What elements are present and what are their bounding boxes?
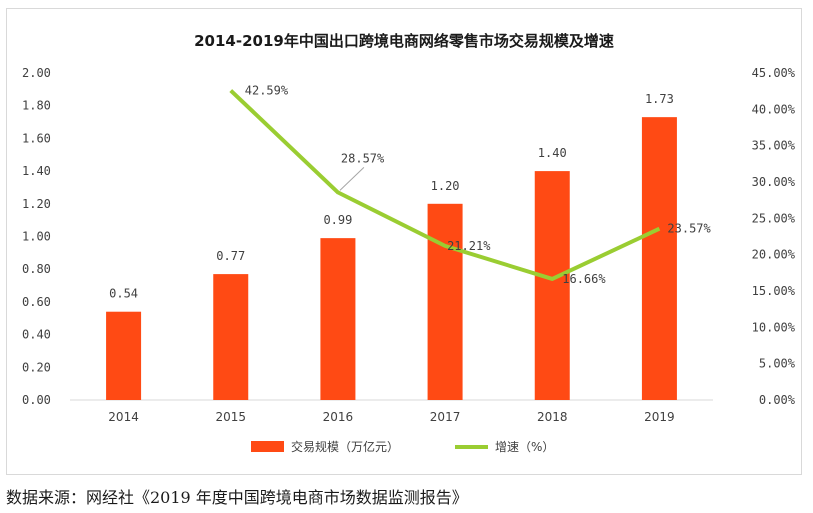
bar-data-label: 1.20	[431, 179, 460, 193]
bar	[427, 203, 463, 400]
y-left-tick-label: 0.20	[22, 360, 51, 374]
bar	[534, 171, 570, 400]
line-data-label: 23.57%	[667, 222, 711, 236]
legend-bar-label: 交易规模（万亿元）	[291, 439, 399, 454]
y-left-tick-label: 1.20	[22, 197, 51, 211]
bar-data-label: 0.54	[109, 287, 138, 301]
y-left-tick-label: 2.00	[22, 66, 51, 80]
source-note: 数据来源：网经社《2019 年度中国跨境电商市场数据监测报告》	[6, 488, 468, 507]
bar-data-label: 0.99	[323, 213, 352, 227]
y-left-tick-label: 1.40	[22, 164, 51, 178]
y-right-tick-label: 15.00%	[752, 284, 796, 298]
chart-title: 2014-2019年中国出口跨境电商网络零售市场交易规模及增速	[194, 32, 614, 50]
bar-data-label: 0.77	[216, 249, 245, 263]
bar	[641, 117, 677, 401]
chart: 2014-2019年中国出口跨境电商网络零售市场交易规模及增速 0.00 0.20…	[22, 32, 796, 454]
x-tick-label: 2016	[323, 410, 354, 424]
y-right-tick-label: 30.00%	[752, 175, 796, 189]
x-tick-label: 2019	[644, 410, 675, 424]
y-right-tick-label: 5.00%	[759, 357, 796, 371]
legend-bar-swatch	[251, 441, 284, 452]
y-left-tick-label: 1.80	[22, 99, 51, 113]
bar	[213, 274, 249, 400]
x-tick-label: 2018	[537, 410, 568, 424]
y-right-tick-label: 0.00%	[759, 393, 796, 407]
y-right-tick-label: 20.00%	[752, 248, 796, 262]
line-data-label: 28.57%	[341, 151, 385, 165]
x-tick-label: 2014	[108, 410, 139, 424]
line-data-label: 16.66%	[562, 272, 606, 286]
line-data-label: 42.59%	[245, 84, 289, 98]
y-left-tick-label: 0.00	[22, 393, 51, 407]
y-left-tick-label: 0.60	[22, 295, 51, 309]
bar-data-label: 1.40	[538, 146, 567, 160]
y-right-tick-label: 35.00%	[752, 139, 796, 153]
x-tick-label: 2015	[215, 410, 246, 424]
growth-line	[229, 89, 661, 281]
bar	[320, 238, 356, 400]
line-data-label: 21.21%	[447, 239, 491, 253]
bar	[106, 311, 142, 400]
bar-data-label: 1.73	[645, 92, 674, 106]
y-right-tick-label: 40.00%	[752, 102, 796, 116]
x-tick-label: 2017	[430, 410, 461, 424]
y-left-tick-label: 1.60	[22, 131, 51, 145]
y-left-tick-label: 0.40	[22, 328, 51, 342]
y-right-tick-label: 10.00%	[752, 320, 796, 334]
y-right-tick-label: 25.00%	[752, 211, 796, 225]
y-left-tick-label: 1.00	[22, 230, 51, 244]
y-left-tick-label: 0.80	[22, 262, 51, 276]
y-right-tick-label: 45.00%	[752, 66, 796, 80]
legend-line-label: 增速（%）	[495, 440, 554, 454]
leader-line	[339, 167, 365, 191]
